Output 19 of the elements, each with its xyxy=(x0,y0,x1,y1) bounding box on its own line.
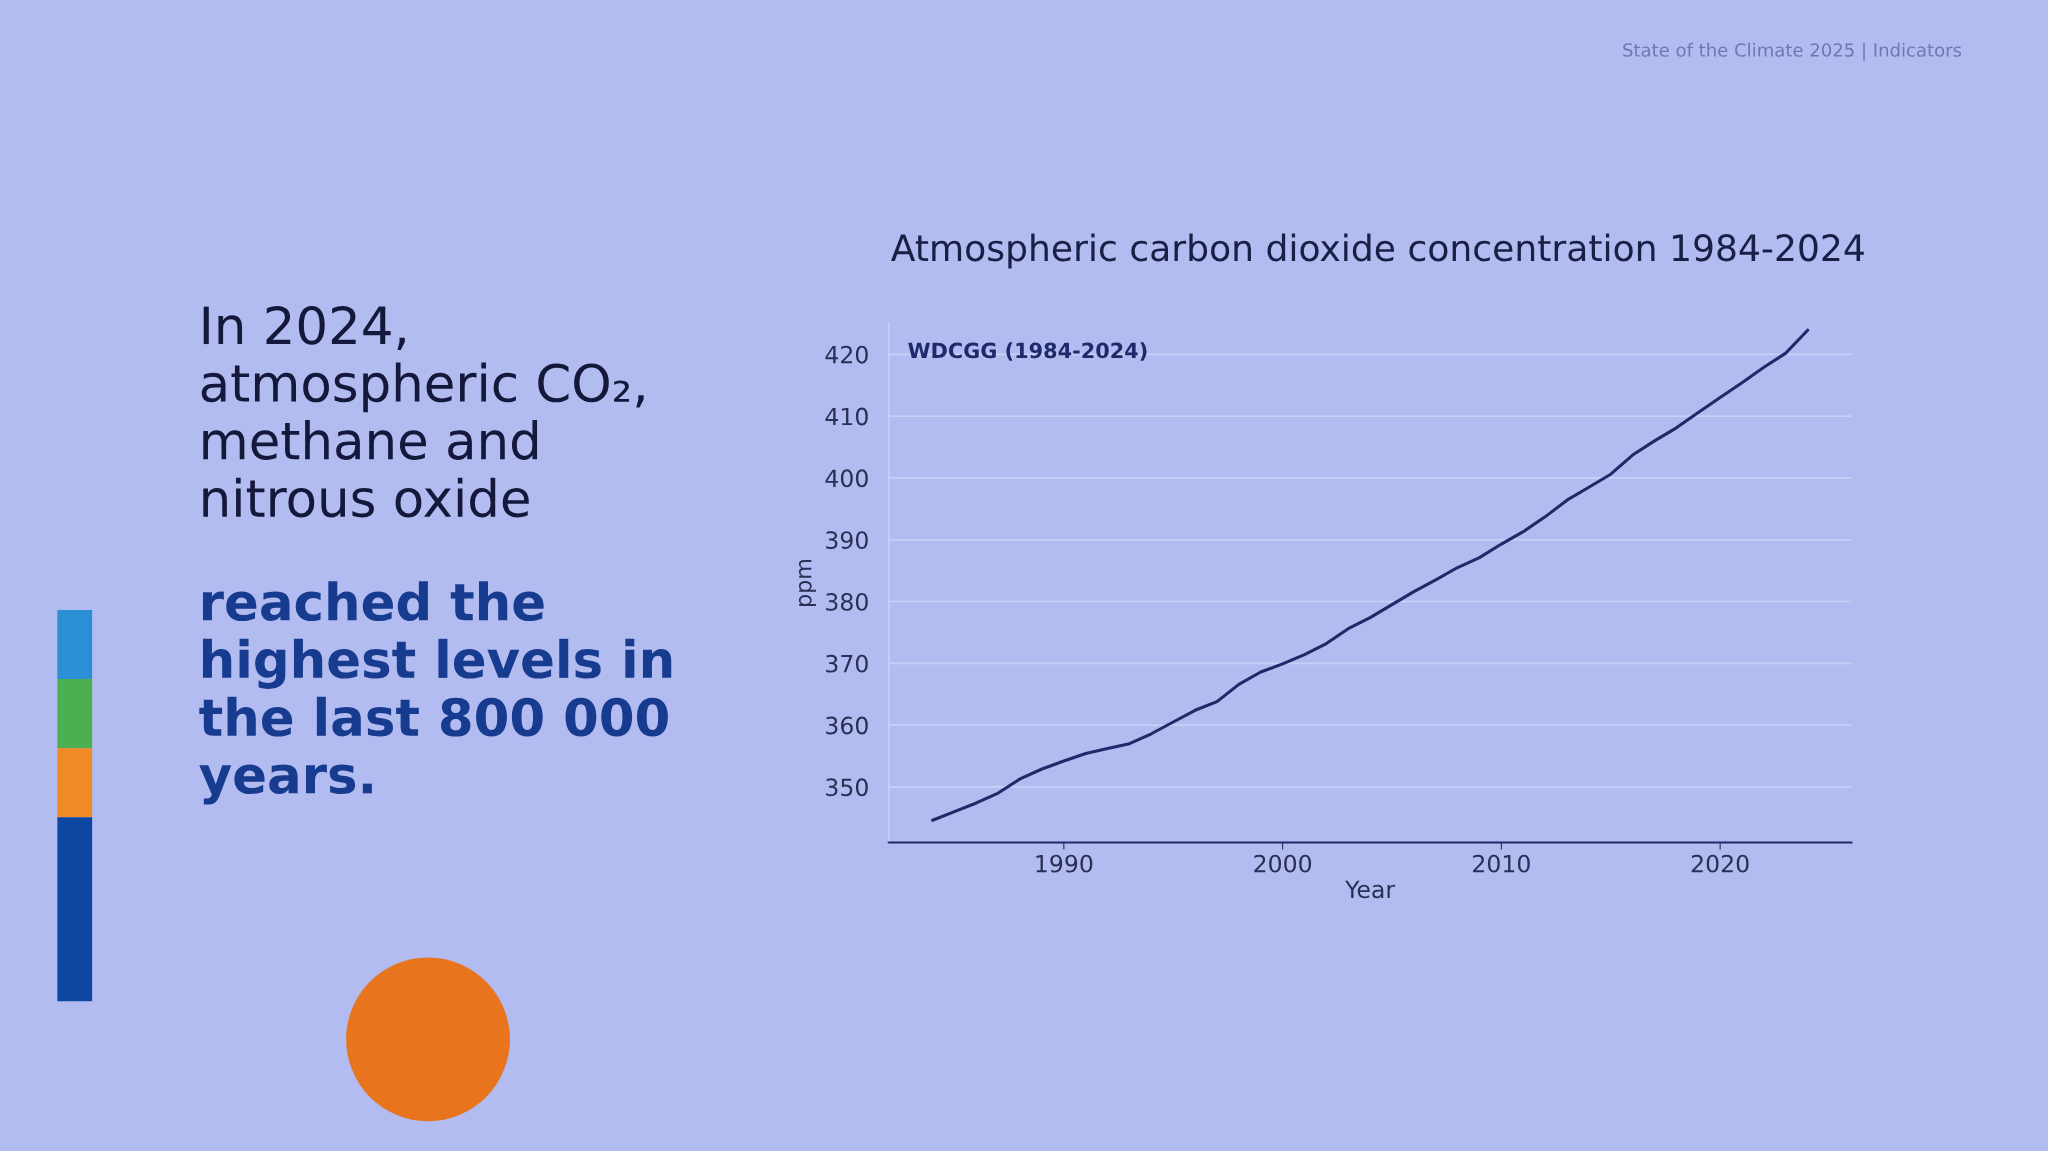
text: State of the Climate 2025 | Indicators xyxy=(1623,42,1962,61)
y-tick-label: 410 xyxy=(825,407,868,426)
text: reached the highest levels in the last 800 000 years. xyxy=(199,581,672,805)
x-tick-label: 2010 xyxy=(1473,854,1530,873)
y-tick-label: 420 xyxy=(825,345,868,364)
y-tick-label: 390 xyxy=(826,531,868,550)
y-tick-label: 350 xyxy=(826,778,868,797)
y-tick-label: 370 xyxy=(826,654,868,673)
y-tick-label: 400 xyxy=(825,469,868,488)
x-tick-label: 1990 xyxy=(1036,854,1093,873)
y-axis-title: ppm xyxy=(798,559,816,606)
chart-title: Atmospheric carbon dioxide concentration 1984-2024 xyxy=(891,233,1864,269)
x-axis-title: Year xyxy=(1345,880,1396,899)
y-tick-label: 380 xyxy=(826,592,868,611)
text: WDCGG (1984-2024) xyxy=(908,342,1147,361)
text: In 2024, atmospheric CO₂, methane and nitrous oxide xyxy=(201,305,644,518)
y-tick-label: 360 xyxy=(826,716,868,735)
x-tick-label: 2020 xyxy=(1691,854,1749,873)
x-tick-label: 2000 xyxy=(1254,854,1312,873)
